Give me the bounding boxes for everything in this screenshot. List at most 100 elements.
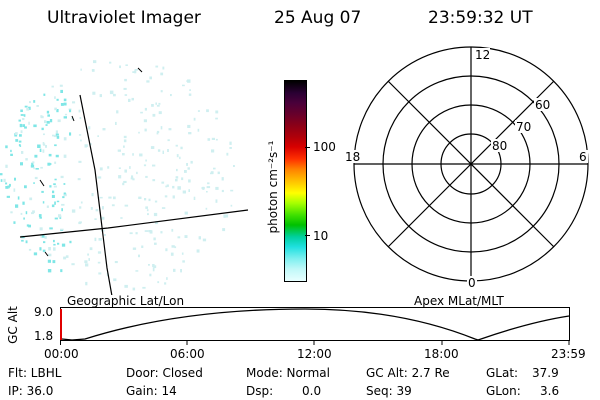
emission-speckle bbox=[171, 228, 174, 232]
emission-speckle bbox=[36, 105, 39, 107]
emission-speckle bbox=[15, 139, 19, 142]
geographic-image bbox=[0, 60, 249, 295]
emission-speckle bbox=[223, 214, 226, 218]
emission-speckle bbox=[91, 69, 95, 72]
emission-speckle bbox=[182, 190, 186, 194]
emission-speckle bbox=[152, 164, 156, 167]
emission-speckle bbox=[87, 253, 89, 256]
emission-speckle bbox=[63, 116, 67, 119]
emission-speckle bbox=[19, 145, 22, 147]
emission-speckle bbox=[40, 235, 42, 238]
emission-speckle bbox=[115, 121, 117, 125]
emission-speckle bbox=[176, 168, 178, 172]
emission-speckle bbox=[45, 145, 47, 148]
emission-speckle bbox=[28, 121, 30, 125]
emission-speckle bbox=[92, 91, 96, 95]
info-dsp-label: Dsp: bbox=[246, 384, 274, 398]
emission-speckle bbox=[123, 135, 127, 139]
emission-speckle bbox=[42, 201, 45, 204]
emission-speckle bbox=[230, 204, 233, 207]
emission-speckle bbox=[187, 167, 190, 170]
emission-speckle bbox=[225, 214, 229, 218]
emission-speckle bbox=[154, 242, 157, 245]
emission-speckle bbox=[175, 179, 178, 182]
emission-speckle bbox=[175, 144, 178, 147]
emission-speckle bbox=[215, 117, 218, 120]
emission-speckle bbox=[206, 191, 208, 193]
emission-speckle bbox=[85, 263, 89, 267]
emission-speckle bbox=[189, 89, 191, 91]
emission-speckle bbox=[230, 189, 234, 192]
emission-speckle bbox=[177, 236, 181, 239]
emission-speckle bbox=[41, 190, 44, 193]
emission-speckle bbox=[85, 281, 88, 286]
emission-speckle bbox=[49, 119, 53, 123]
emission-speckle bbox=[160, 90, 163, 93]
emission-speckle bbox=[123, 139, 127, 143]
emission-speckle bbox=[21, 239, 24, 242]
emission-speckle bbox=[143, 119, 147, 123]
emission-speckle bbox=[184, 235, 188, 238]
emission-speckle bbox=[60, 103, 64, 106]
emission-speckle bbox=[181, 252, 184, 255]
emission-speckle bbox=[63, 98, 67, 102]
emission-speckle bbox=[48, 163, 52, 165]
emission-speckle bbox=[202, 238, 207, 242]
emission-speckle bbox=[54, 217, 58, 220]
emission-speckle bbox=[77, 178, 81, 181]
emission-speckle bbox=[221, 177, 224, 181]
emission-speckle bbox=[0, 173, 3, 176]
emission-speckle bbox=[193, 117, 196, 121]
emission-speckle bbox=[118, 175, 122, 179]
emission-speckle bbox=[63, 102, 67, 106]
emission-speckle bbox=[117, 149, 121, 152]
emission-speckle bbox=[80, 201, 83, 204]
colorbar-unit-label: photon cm⁻²s⁻¹ bbox=[266, 140, 280, 234]
emission-speckle bbox=[206, 186, 211, 189]
emission-speckle bbox=[132, 178, 135, 181]
emission-speckle bbox=[10, 149, 12, 153]
emission-speckle bbox=[25, 158, 28, 161]
emission-speckle bbox=[152, 179, 156, 182]
emission-speckle bbox=[24, 105, 28, 108]
emission-speckle bbox=[211, 137, 215, 140]
emission-speckle bbox=[164, 195, 168, 198]
emission-speckle bbox=[10, 211, 13, 214]
emission-speckle bbox=[198, 236, 201, 240]
emission-speckle bbox=[22, 201, 25, 205]
emission-speckle bbox=[99, 196, 103, 199]
emission-speckle bbox=[61, 203, 65, 206]
strip-y-tick-9: 9.0 bbox=[34, 305, 54, 319]
emission-speckle bbox=[93, 60, 97, 64]
emission-speckle bbox=[132, 153, 134, 156]
strip-x-tick-2359: 23:59 bbox=[551, 347, 586, 361]
emission-speckle bbox=[148, 198, 151, 202]
emission-speckle bbox=[28, 224, 31, 228]
emission-speckle bbox=[56, 98, 59, 101]
emission-speckle bbox=[60, 228, 64, 231]
emission-speckle bbox=[63, 193, 67, 197]
emission-speckle bbox=[98, 272, 102, 275]
emission-speckle bbox=[56, 135, 60, 139]
emission-speckle bbox=[41, 234, 45, 238]
emission-speckle bbox=[138, 131, 140, 134]
emission-speckle bbox=[69, 109, 72, 113]
emission-speckle bbox=[188, 189, 190, 192]
emission-speckle bbox=[124, 94, 128, 96]
emission-speckle bbox=[156, 132, 159, 135]
emission-speckle bbox=[54, 201, 56, 205]
emission-speckle bbox=[29, 101, 31, 104]
emission-speckle bbox=[35, 168, 39, 170]
emission-speckle bbox=[155, 221, 158, 225]
emission-speckle bbox=[176, 154, 179, 158]
emission-speckle bbox=[114, 261, 118, 264]
emission-speckle bbox=[52, 190, 55, 194]
emission-speckle bbox=[182, 84, 185, 87]
emission-speckle bbox=[132, 71, 135, 73]
emission-speckle bbox=[197, 110, 200, 112]
strip-x-tick-1800: 18:00 bbox=[424, 347, 459, 361]
emission-speckle bbox=[215, 186, 219, 190]
emission-speckle bbox=[180, 269, 182, 273]
emission-speckle bbox=[221, 189, 224, 193]
emission-speckle bbox=[188, 132, 192, 135]
